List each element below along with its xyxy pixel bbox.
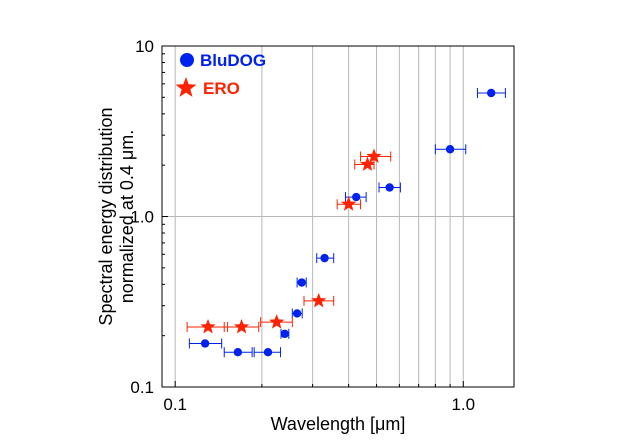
grid-lines (162, 46, 514, 387)
bludog-point (352, 192, 361, 202)
bludog-point (263, 347, 273, 357)
ero-point (341, 196, 357, 211)
bludog-point (486, 88, 496, 98)
axis-ticks: 0.1 1.0 0.1 1.0 10 (130, 37, 475, 414)
legend: BluDOG ERO (175, 51, 266, 98)
bludog-point (280, 329, 289, 339)
ero-point (359, 156, 376, 171)
y-axis-label: Spectral energy distribution normalized … (96, 107, 137, 325)
data-series (186, 88, 506, 358)
legend-bludog-label: BluDOG (200, 51, 266, 70)
legend-ero-marker (175, 77, 197, 97)
y-tick-label: 10 (135, 37, 154, 56)
x-axis-label: Wavelength [μm] (271, 414, 406, 434)
bludog-point (292, 309, 302, 318)
bludog-point (297, 278, 306, 287)
bludog-point (200, 339, 210, 348)
ero-point (366, 148, 382, 163)
bludog-point (320, 253, 329, 263)
x-tick-label: 1.0 (451, 395, 475, 414)
ero-point (200, 318, 216, 334)
series-ero (186, 148, 392, 334)
y-axis-label-line-2: normalized at 0.4 μm. (117, 130, 137, 303)
bludog-point (445, 145, 455, 154)
legend-bludog-marker (180, 53, 194, 67)
legend-ero-label: ERO (203, 79, 240, 98)
ero-point (311, 292, 327, 308)
y-tick-label: 1.0 (130, 208, 154, 227)
series-bludog (188, 88, 506, 358)
ero-point (269, 314, 285, 329)
x-tick-label: 0.1 (163, 395, 187, 414)
y-axis-label-line-1: Spectral energy distribution (96, 107, 116, 325)
bludog-point (385, 183, 394, 192)
bludog-point (233, 347, 243, 357)
ero-point (233, 318, 250, 334)
y-tick-label: 0.1 (130, 378, 154, 397)
